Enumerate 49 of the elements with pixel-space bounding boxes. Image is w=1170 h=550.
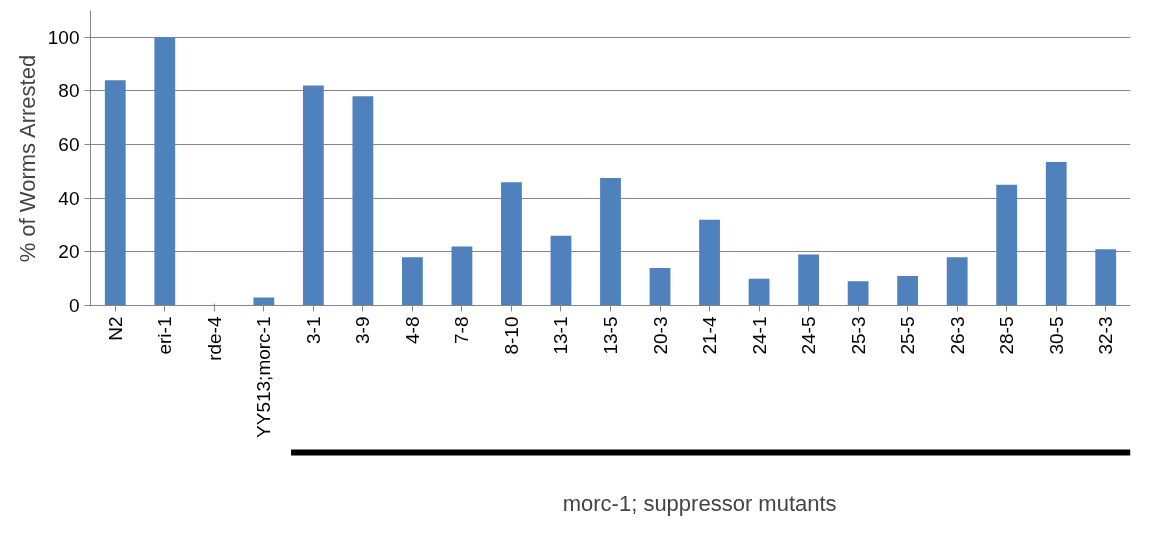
bar [550,235,572,306]
y-tick-label: 80 [58,80,80,102]
x-tick-label: 13-5 [600,316,621,355]
x-tick-label: 4-8 [401,316,423,344]
bar [352,96,374,306]
bar [946,257,968,306]
x-tick-label: 3-1 [302,316,324,344]
bar [996,184,1018,306]
x-tick-label: 28-5 [996,316,1018,355]
bar [402,257,423,306]
bar [501,182,522,306]
x-tick-label: 24-1 [748,316,770,355]
x-tick-label: 7-8 [451,316,473,344]
text: morc-1; suppressor mutants [562,490,837,516]
bar [847,281,869,306]
x-tick-label: 26-3 [946,316,968,355]
y-tick-label: 100 [47,26,80,48]
x-tick-label: 25-5 [897,316,919,355]
bar [1045,162,1067,306]
y-tick-label: 20 [58,241,80,263]
x-tick-label: 3-9 [352,316,374,344]
bar [1095,249,1117,306]
x-tick-label: 30-5 [1045,316,1067,355]
x-tick-label: 32-3 [1095,316,1117,355]
y-tick-label: 0 [68,295,80,316]
x-tick-label: YY513;morc-1 [253,316,275,438]
x-tick-label: rde-4 [203,316,225,361]
x-tick-label: 21-4 [699,316,721,355]
bar [451,246,473,306]
x-tick-label: N2 [104,316,126,341]
bar [649,267,671,306]
bar [104,80,126,306]
bar [699,219,720,306]
bar [600,178,621,306]
x-tick-label: 20-3 [649,316,671,355]
y-tick-label: 40 [58,187,80,209]
bar [897,276,919,306]
y-tick-label: 60 [58,134,80,156]
x-tick-label: 13-1 [550,316,572,355]
bar [253,297,275,306]
x-tick-label: eri-1 [154,316,176,355]
bar [154,37,176,306]
x-tick-label: 24-5 [798,316,820,355]
x-tick-label: 8-10 [500,316,522,355]
bar [798,254,819,306]
x-tick-label: 25-3 [847,316,869,355]
bar [302,85,324,306]
y-axis-title: % of Worms Arrested [14,54,40,263]
bar [748,278,770,306]
